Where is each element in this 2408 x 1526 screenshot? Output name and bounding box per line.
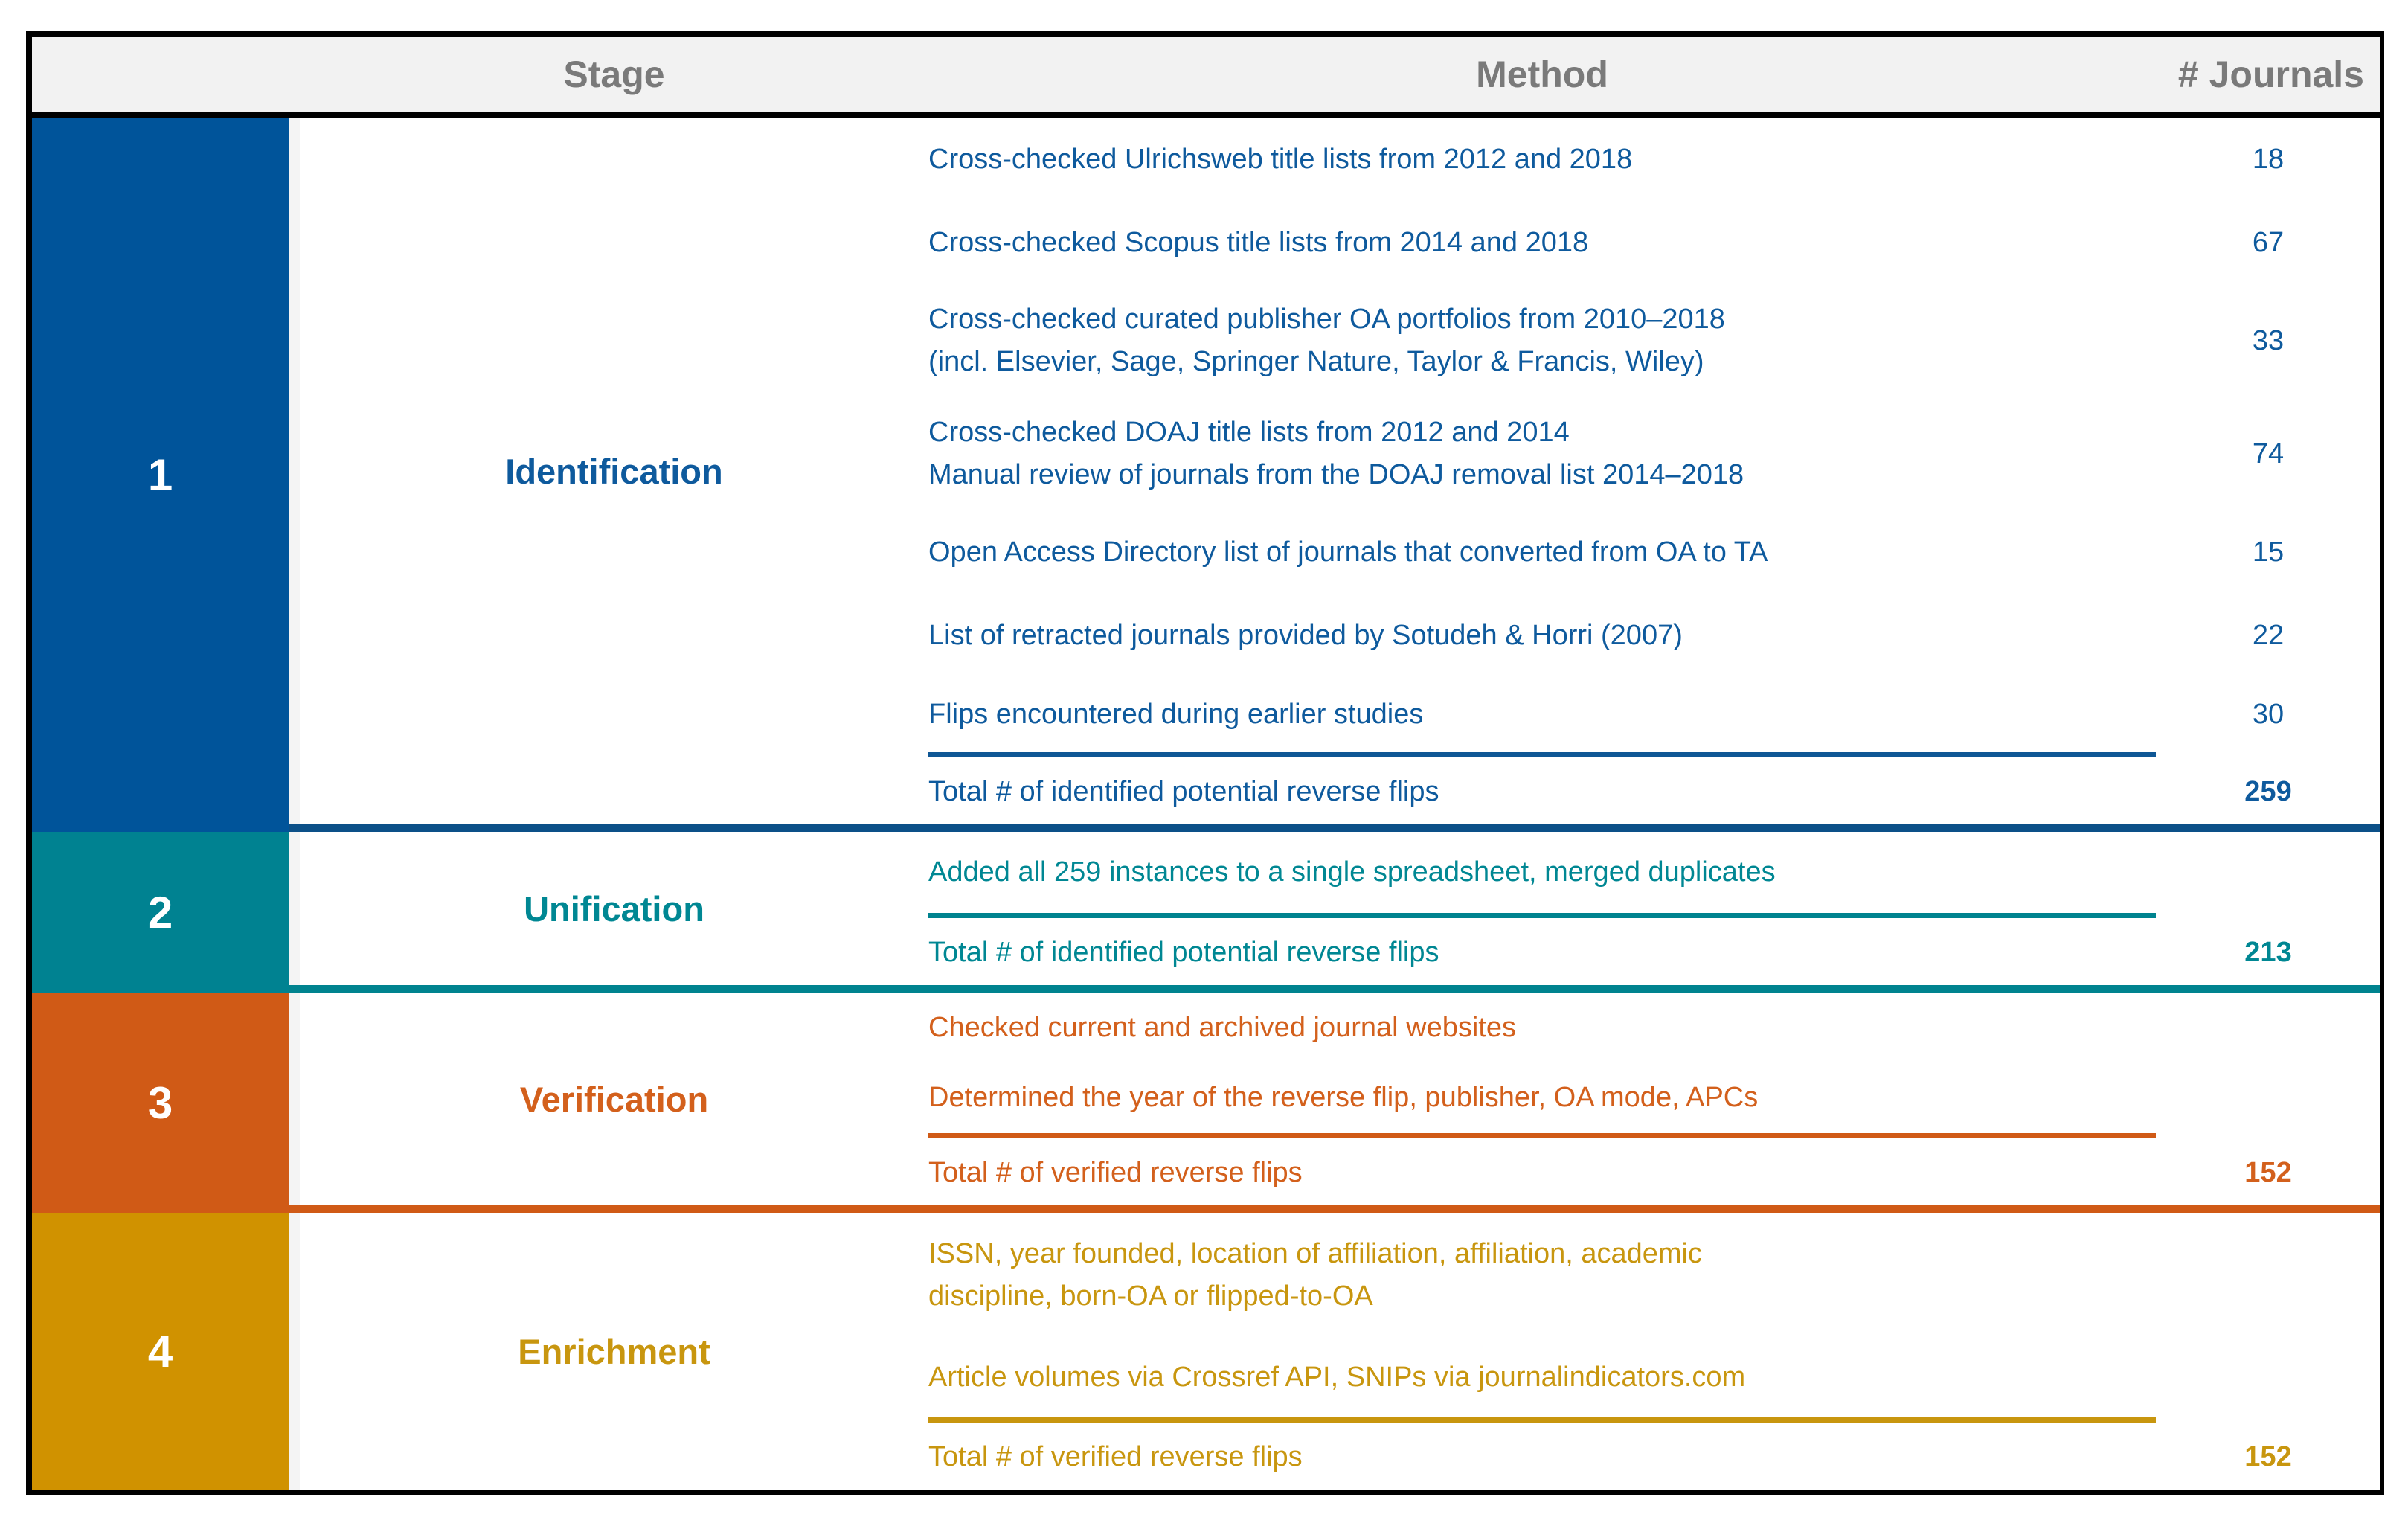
table-row: ISSN, year founded, location of affiliat…	[928, 1213, 2380, 1338]
stage-number: 2	[147, 887, 173, 937]
table-row: Checked current and archived journal web…	[928, 993, 2380, 1062]
band-gap	[289, 832, 300, 985]
total-row: Total # of verified reverse flips 152	[928, 1140, 2380, 1205]
stage-label: Identification	[505, 451, 723, 491]
table-header-row: Stage Method # Journals	[32, 37, 2380, 118]
stage-number-band: 3	[32, 993, 289, 1213]
stage-number-band: 4	[32, 1213, 289, 1490]
method-rows: Checked current and archived journal web…	[928, 993, 2380, 1205]
stage-number-band: 2	[32, 832, 289, 993]
stage-number-band: 1	[32, 118, 289, 832]
method-rows: Added all 259 instances to a single spre…	[928, 832, 2380, 985]
stage-label: Enrichment	[518, 1331, 710, 1371]
table-row: List of retracted journals provided by S…	[928, 594, 2380, 677]
stage-label-cell: Identification	[300, 118, 928, 824]
total-text: Total # of verified reverse flips	[928, 1440, 1303, 1472]
method-text: Open Access Directory list of journals t…	[928, 536, 1768, 568]
method-text: Determined the year of the reverse flip,…	[928, 1081, 1759, 1113]
column-header-method: Method	[1476, 54, 1608, 95]
stage-content: Unification Added all 259 instances to a…	[289, 832, 2380, 993]
table-row: Flips encountered during earlier studies…	[928, 677, 2380, 751]
stage-section-unification: 2 Unification Added all 259 instances to…	[32, 832, 2380, 993]
total-count: 213	[2244, 936, 2292, 968]
stage-label-cell: Verification	[300, 993, 928, 1205]
method-text: ISSN, year founded, location of affiliat…	[928, 1238, 1702, 1312]
column-header-stage: Stage	[563, 54, 665, 95]
band-gap	[289, 118, 300, 824]
journal-count: 22	[2252, 619, 2285, 651]
table-row: Cross-checked curated publisher OA portf…	[928, 284, 2380, 397]
table-row: Added all 259 instances to a single spre…	[928, 832, 2380, 912]
method-text: Cross-checked Scopus title lists from 20…	[928, 226, 1589, 258]
method-text: Checked current and archived journal web…	[928, 1011, 1516, 1043]
total-text: Total # of identified potential reverse …	[928, 775, 1439, 807]
table-row: Cross-checked DOAJ title lists from 2012…	[928, 397, 2380, 510]
stage-content: Verification Checked current and archive…	[289, 993, 2380, 1213]
journal-count: 67	[2252, 226, 2285, 258]
total-count: 259	[2244, 775, 2292, 807]
total-divider-line	[928, 1133, 2156, 1138]
total-divider-line	[928, 913, 2156, 918]
journal-count: 74	[2252, 437, 2285, 469]
journal-count: 30	[2252, 698, 2285, 730]
total-divider-line	[928, 1417, 2156, 1423]
stage-section-verification: 3 Verification Checked current and archi…	[32, 993, 2380, 1213]
method-text: Cross-checked Ulrichsweb title lists fro…	[928, 143, 1633, 175]
stage-label: Unification	[524, 888, 704, 929]
method-rows: ISSN, year founded, location of affiliat…	[928, 1213, 2380, 1490]
method-text: Cross-checked curated publisher OA portf…	[928, 304, 1725, 377]
band-gap	[289, 1213, 300, 1490]
table-row: Determined the year of the reverse flip,…	[928, 1062, 2380, 1132]
method-text: Flips encountered during earlier studies	[928, 698, 1424, 730]
journal-count: 33	[2252, 324, 2285, 356]
table-row: Open Access Directory list of journals t…	[928, 510, 2380, 594]
stage-label-cell: Unification	[300, 832, 928, 985]
total-count: 152	[2244, 1440, 2292, 1472]
stage-section-enrichment: 4 Enrichment ISSN, year founded, locatio…	[32, 1213, 2380, 1490]
total-text: Total # of verified reverse flips	[928, 1156, 1303, 1188]
total-text: Total # of identified potential reverse …	[928, 936, 1439, 968]
band-gap	[289, 993, 300, 1205]
methodology-table: Stage Method # Journals 1 Identification…	[26, 31, 2384, 1495]
column-header-journals: # Journals	[2177, 54, 2364, 95]
total-row: Total # of identified potential reverse …	[928, 759, 2380, 824]
stage-section-identification: 1 Identification Cross-checked Ulrichswe…	[32, 118, 2380, 832]
table-row: Cross-checked Ulrichsweb title lists fro…	[928, 118, 2380, 201]
journal-count: 18	[2252, 143, 2285, 175]
table-row: Article volumes via Crossref API, SNIPs …	[928, 1338, 2380, 1417]
method-text: List of retracted journals provided by S…	[928, 619, 1683, 651]
stage-number: 1	[147, 449, 173, 500]
total-row: Total # of verified reverse flips 152	[928, 1424, 2380, 1490]
method-text: Added all 259 instances to a single spre…	[928, 856, 1776, 888]
total-row: Total # of identified potential reverse …	[928, 920, 2380, 985]
stage-content: Enrichment ISSN, year founded, location …	[289, 1213, 2380, 1490]
total-divider-line	[928, 752, 2156, 757]
total-count: 152	[2244, 1156, 2292, 1188]
stage-number: 3	[147, 1077, 173, 1128]
journal-count: 15	[2252, 536, 2285, 568]
table-row: Cross-checked Scopus title lists from 20…	[928, 201, 2380, 284]
stage-content: Identification Cross-checked Ulrichsweb …	[289, 118, 2380, 832]
method-text: Article volumes via Crossref API, SNIPs …	[928, 1361, 1746, 1393]
method-rows: Cross-checked Ulrichsweb title lists fro…	[928, 118, 2380, 824]
stage-number: 4	[147, 1326, 173, 1376]
method-text: Cross-checked DOAJ title lists from 2012…	[928, 417, 1744, 490]
stage-label: Verification	[519, 1079, 709, 1119]
stage-label-cell: Enrichment	[300, 1213, 928, 1490]
